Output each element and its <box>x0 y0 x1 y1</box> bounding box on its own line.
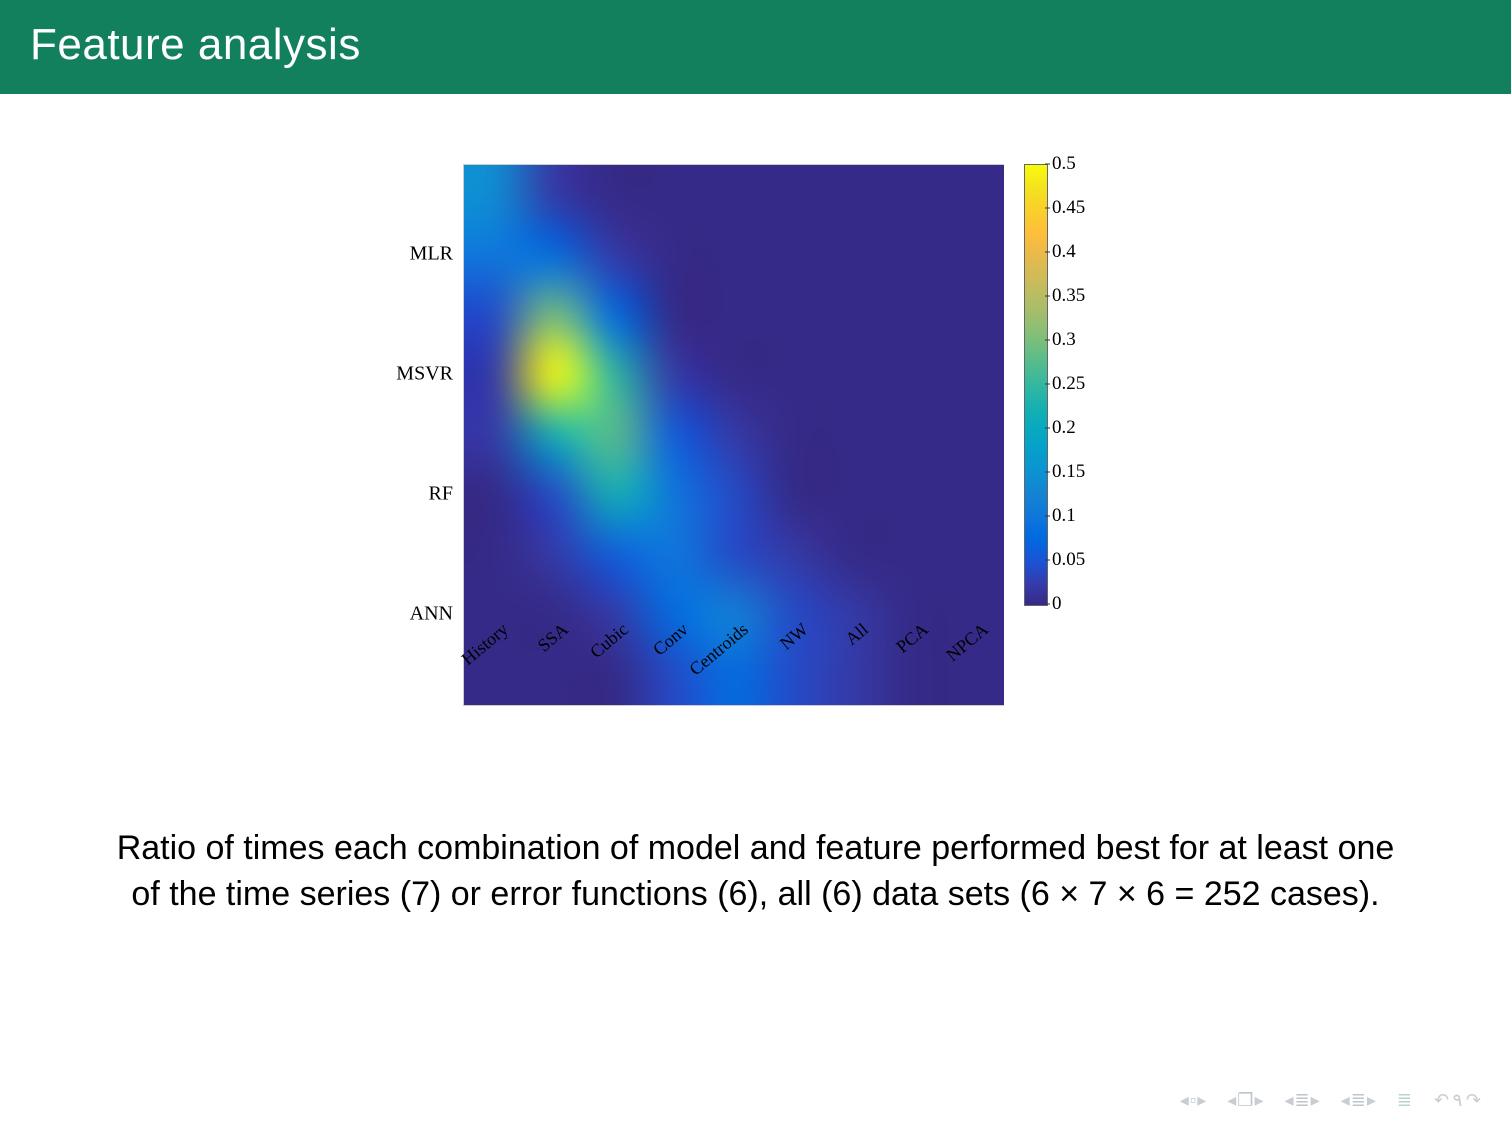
colorbar-tick-label: 0.4 <box>1052 241 1076 263</box>
colorbar-tick <box>1045 296 1050 297</box>
colorbar-tick <box>1045 252 1050 253</box>
heatmap-x-label: NPCA <box>942 619 992 666</box>
heatmap-y-label: MSVR <box>373 363 453 386</box>
colorbar-tick <box>1045 472 1050 473</box>
colorbar-tick-label: 0.3 <box>1052 329 1076 351</box>
heatmap-y-labels: MLRMSVRRFANN <box>373 164 453 604</box>
colorbar-tick-label: 0.45 <box>1052 197 1085 219</box>
heatmap-x-label: NW <box>776 619 812 654</box>
nav-mode-icon[interactable]: ≣ <box>1397 1090 1412 1111</box>
colorbar-tick <box>1045 208 1050 209</box>
nav-section-group[interactable]: ◂≣▸ <box>1284 1090 1318 1111</box>
colorbar-tick-label: 0 <box>1052 593 1062 615</box>
colorbar-tick-label: 0.5 <box>1052 153 1076 175</box>
heatmap-x-label: Cubic <box>586 619 632 663</box>
colorbar-tick <box>1045 384 1050 385</box>
heatmap-y-label: RF <box>373 483 453 506</box>
heatmap-block: MLR MSVR RF ANN History SSA Cubic ConvCentroid… <box>0 164 1511 706</box>
heatmap-x-label: All <box>841 619 872 650</box>
nav-doc-group[interactable]: ◂≣▸ <box>1341 1090 1375 1111</box>
colorbar-tick-label: 0.25 <box>1052 373 1085 395</box>
slide-body: MLR MSVR RF ANN History SSA Cubic ConvCentroid… <box>0 94 1511 918</box>
colorbar-tick <box>1045 516 1050 517</box>
colorbar-tick <box>1045 428 1050 429</box>
slide-title: Feature analysis <box>30 20 361 69</box>
beamer-nav-footer: ◂▫▸ ◂❐▸ ◂≣▸ ◂≣▸ ≣ ↶ ۹ ↷ <box>1180 1090 1481 1111</box>
colorbar-tick-label: 0.1 <box>1052 505 1076 527</box>
heatmap-x-label: Centroids <box>685 619 752 680</box>
colorbar-tick <box>1045 164 1050 165</box>
colorbar-tick <box>1045 340 1050 341</box>
colorbar-tick-label: 0.35 <box>1052 285 1085 307</box>
colorbar-tick-label: 0.05 <box>1052 549 1085 571</box>
colorbar-tick <box>1045 604 1050 605</box>
heatmap-x-label: SSA <box>534 619 573 656</box>
nav-undo-redo[interactable]: ↶ ۹ ↷ <box>1434 1090 1481 1111</box>
heatmap-caption: Ratio of times each combination of model… <box>106 826 1406 918</box>
colorbar-canvas <box>1024 164 1048 606</box>
heatmap-x-label: Conv <box>649 619 692 660</box>
heatmap-x-labels: HistorySSACubicConvCentroidsNWAllPCANPCA <box>463 609 1003 689</box>
heatmap-wrap: MLRMSVRRFANN HistorySSACubicConvCentroid… <box>463 164 1004 706</box>
heatmap-x-label: PCA <box>892 619 932 658</box>
colorbar-tick-label: 0.15 <box>1052 461 1085 483</box>
colorbar-wrap: 00.050.10.150.20.250.30.350.40.450.5 <box>1024 164 1048 606</box>
heatmap-y-label: ANN <box>373 603 453 626</box>
nav-subsection-group[interactable]: ◂❐▸ <box>1227 1090 1262 1111</box>
slide-header: Feature analysis <box>0 0 1511 94</box>
heatmap-x-label: History <box>458 619 513 670</box>
heatmap-y-label: MLR <box>373 243 453 266</box>
colorbar-tick-label: 0.2 <box>1052 417 1076 439</box>
colorbar-tick <box>1045 560 1050 561</box>
nav-frame-group[interactable]: ◂▫▸ <box>1180 1090 1205 1111</box>
